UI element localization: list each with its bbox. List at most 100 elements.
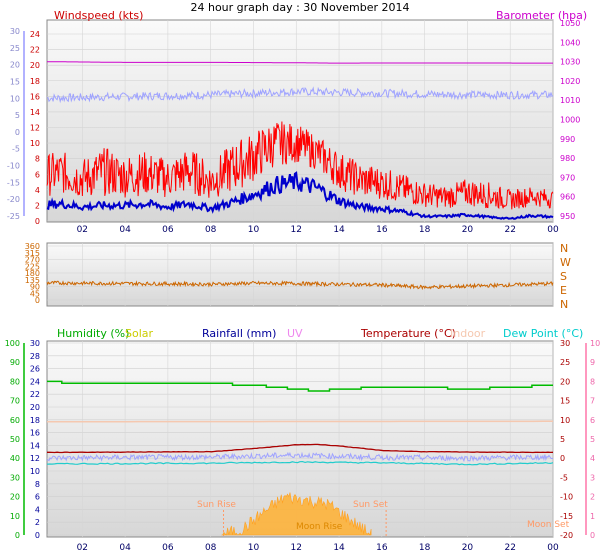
windspeed-axis-label: Windspeed (kts) [54, 9, 143, 22]
rainfall-tick: 24 [30, 377, 40, 386]
legend-entry: Humidity (%) [57, 327, 129, 340]
windspeed-tick: 16 [30, 92, 40, 101]
rainfall-tick: 28 [30, 352, 40, 361]
uv-tick: 9 [590, 358, 595, 367]
uv-tick: 0 [590, 531, 595, 540]
hour-tick: 04 [119, 225, 131, 235]
windspeed-tick: 8 [35, 155, 40, 164]
legend-entry: Rainfall (mm) [202, 327, 276, 340]
uv-tick: 7 [590, 397, 595, 406]
outer-axis-tick: 0 [15, 128, 20, 137]
windspeed-tick: 4 [35, 186, 40, 195]
hour-tick: 02 [77, 543, 88, 553]
rainfall-tick: 8 [35, 480, 40, 489]
moon-set-label: Moon Set [527, 520, 570, 530]
hour-tick: 00 [547, 225, 559, 235]
windspeed-tick: 20 [30, 61, 40, 70]
humidity-tick: 20 [10, 493, 20, 502]
outer-axis-tick: -10 [7, 162, 20, 171]
rainfall-tick: 14 [30, 441, 40, 450]
humidity-tick: 90 [10, 358, 20, 367]
temperature-tick: 25 [560, 358, 570, 367]
compass-tick: W [560, 256, 571, 269]
temperature-tick: 30 [560, 339, 570, 348]
barometer-tick: 1050 [560, 19, 580, 28]
uv-tick: 4 [590, 454, 595, 463]
windspeed-tick: 22 [30, 46, 40, 55]
legend-entry: UV [287, 327, 303, 340]
outer-axis-tick: -5 [12, 145, 20, 154]
windspeed-tick: 6 [35, 170, 40, 179]
windspeed-tick: 18 [30, 77, 40, 86]
outer-axis-tick: -25 [7, 212, 20, 221]
rainfall-tick: 16 [30, 429, 40, 438]
uv-tick: 3 [590, 473, 595, 482]
windspeed-tick: 24 [30, 30, 40, 39]
barometer-tick: 1010 [560, 96, 580, 105]
hour-tick: 20 [462, 225, 474, 235]
windspeed-tick: 10 [30, 139, 40, 148]
uv-tick: 6 [590, 416, 595, 425]
legend-entry: Temperature (°C) [360, 327, 456, 340]
barometer-tick: 1040 [560, 38, 580, 47]
legend-entry: Dew Point (°C) [503, 327, 583, 340]
humidity-tick: 10 [10, 512, 20, 521]
hour-tick: 14 [333, 543, 345, 553]
hour-tick: 00 [547, 543, 559, 553]
hour-tick: 10 [248, 225, 260, 235]
hour-tick: 18 [419, 543, 431, 553]
outer-axis-tick: 20 [10, 61, 20, 70]
compass-tick: E [560, 284, 567, 297]
outer-axis-tick: 15 [10, 77, 20, 86]
humidity-tick: 80 [10, 377, 20, 386]
sun-set-label: Sun Set [353, 500, 388, 510]
temperature-tick: 10 [560, 416, 570, 425]
windspeed-tick: 2 [35, 201, 40, 210]
rainfall-tick: 30 [30, 339, 40, 348]
temperature-tick: 20 [560, 377, 570, 386]
humidity-tick: 40 [10, 454, 20, 463]
barometer-tick: 960 [560, 193, 575, 202]
hour-tick: 12 [291, 225, 302, 235]
rainfall-tick: 4 [35, 505, 40, 514]
hour-tick: 02 [77, 225, 88, 235]
uv-tick: 10 [590, 339, 600, 348]
barometer-tick: 970 [560, 173, 575, 182]
barometer-tick: 1030 [560, 58, 580, 67]
direction-tick: 360 [25, 242, 40, 251]
outer-axis-tick: 5 [15, 111, 20, 120]
hour-tick: 22 [504, 543, 515, 553]
rainfall-tick: 12 [30, 454, 40, 463]
rainfall-tick: 20 [30, 403, 40, 412]
uv-tick: 1 [590, 512, 595, 521]
humidity-tick: 30 [10, 473, 20, 482]
temperature-tick: -10 [560, 493, 573, 502]
direction-panel-plot [47, 243, 553, 306]
compass-tick: N [560, 242, 568, 255]
hour-tick: 16 [376, 225, 388, 235]
sun-rise-label: Sun Rise [197, 500, 236, 510]
rainfall-tick: 18 [30, 416, 40, 425]
hour-tick: 08 [205, 543, 217, 553]
rainfall-tick: 0 [35, 531, 40, 540]
hour-tick: 06 [162, 225, 174, 235]
temperature-tick: 5 [560, 435, 565, 444]
temperature-tick: 15 [560, 397, 570, 406]
hour-tick: 18 [419, 225, 431, 235]
windspeed-tick: 14 [30, 108, 40, 117]
outer-axis-tick: 10 [10, 94, 20, 103]
rainfall-tick: 22 [30, 390, 40, 399]
rainfall-tick: 2 [35, 518, 40, 527]
temperature-tick: 0 [560, 454, 565, 463]
barometer-tick: 950 [560, 212, 575, 221]
graph-title: 24 hour graph day : 30 November 2014 [190, 1, 409, 14]
hour-tick: 10 [248, 543, 260, 553]
humidity-tick: 70 [10, 397, 20, 406]
hour-tick: 06 [162, 543, 174, 553]
hour-tick: 08 [205, 225, 217, 235]
humidity-tick: 0 [15, 531, 20, 540]
temperature-tick: -5 [560, 473, 568, 482]
rainfall-tick: 6 [35, 493, 40, 502]
